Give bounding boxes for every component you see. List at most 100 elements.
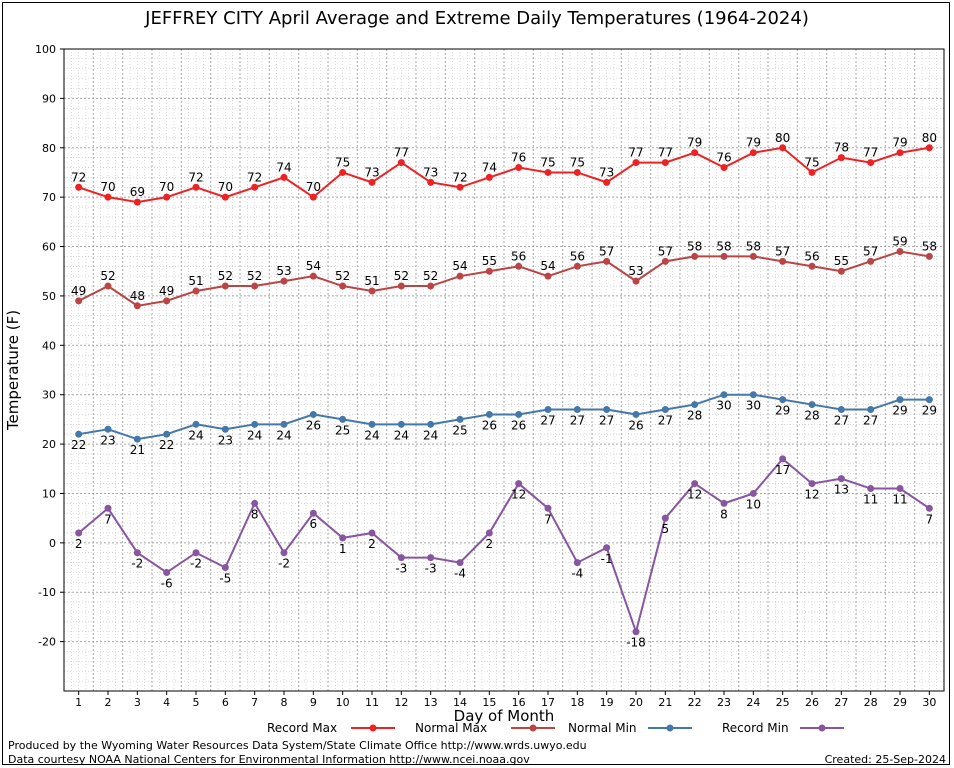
normal-max-data-label: 52 (100, 269, 115, 283)
record-min-point (309, 509, 317, 517)
record-max-point (339, 168, 347, 176)
y-tick-label: 50 (42, 290, 56, 303)
record-min-point (427, 554, 435, 562)
normal-max-data-label: 58 (746, 239, 761, 253)
normal-max-data-label: 53 (276, 264, 291, 278)
footer-created: Created: 25-Sep-2024 (824, 753, 946, 766)
normal-min-data-label: 22 (71, 438, 86, 452)
normal-max-point (808, 262, 816, 270)
record-min-point (368, 529, 376, 537)
normal-max-point (720, 252, 728, 260)
record-max-data-label: 72 (71, 170, 86, 184)
normal-min-data-label: 26 (482, 418, 497, 432)
normal-min-point (485, 410, 493, 418)
normal-max-point (485, 267, 493, 275)
record-max-point (427, 178, 435, 186)
record-min-data-label: 11 (892, 493, 907, 507)
y-tick-label: -20 (38, 636, 56, 649)
normal-min-data-label: 30 (746, 399, 761, 413)
record-max-data-label: 80 (775, 131, 790, 145)
x-tick-label: 23 (717, 696, 731, 709)
normal-min-point (896, 396, 904, 404)
record-max-data-label: 70 (100, 180, 115, 194)
normal-min-data-label: 27 (863, 414, 878, 428)
normal-max-point (104, 282, 112, 290)
record-max-line (78, 146, 930, 204)
normal-min-data-label: 28 (687, 409, 702, 423)
record-max-data-label: 77 (628, 146, 643, 160)
y-tick-label: 40 (42, 339, 56, 352)
record-min-point (75, 529, 83, 537)
normal-max-data-label: 49 (159, 284, 174, 298)
record-min-point (632, 628, 640, 636)
normal-max-point (749, 252, 757, 260)
record-max-point (779, 144, 787, 152)
record-max-point (896, 149, 904, 157)
normal-max-point (925, 252, 933, 260)
normal-min-data-label: 27 (570, 414, 585, 428)
legend-label-record-min: Record Min (722, 721, 789, 735)
x-tick-label: 25 (776, 696, 790, 709)
normal-max-point (867, 257, 875, 265)
normal-max-point (397, 282, 405, 290)
record-min-point (867, 485, 875, 493)
y-tick-label: 100 (35, 43, 56, 56)
normal-min-point (515, 410, 523, 418)
y-tick-label: 10 (42, 487, 56, 500)
record-min-data-label: -5 (219, 572, 231, 586)
normal-max-data-label: 57 (863, 244, 878, 258)
normal-min-data-label: 23 (218, 433, 233, 447)
normal-max-point (779, 257, 787, 265)
record-max-point (309, 193, 317, 201)
y-tick-label: -10 (38, 586, 56, 599)
record-min-point (779, 455, 787, 463)
record-min-data-label: -18 (626, 636, 646, 650)
record-min-data-label: 7 (104, 512, 112, 526)
record-max-data-label: 76 (716, 151, 731, 165)
record-min-point (837, 475, 845, 483)
normal-min-point (691, 401, 699, 409)
normal-max-data-label: 58 (716, 239, 731, 253)
record-max-point (280, 173, 288, 181)
normal-min-data-label: 26 (306, 418, 321, 432)
normal-min-data-label: 27 (540, 414, 555, 428)
normal-max-data-label: 52 (247, 269, 262, 283)
normal-max-data-label: 48 (130, 289, 145, 303)
normal-max-data-label: 56 (511, 249, 526, 263)
normal-max-data-label: 52 (394, 269, 409, 283)
record-min-data-label: 2 (486, 537, 494, 551)
record-min-data-label: -3 (395, 562, 407, 576)
record-min-data-label: 5 (662, 522, 670, 536)
record-max-data-label: 77 (658, 146, 673, 160)
normal-max-point (339, 282, 347, 290)
normal-min-point (280, 420, 288, 428)
record-min-data-label: 7 (926, 512, 934, 526)
normal-min-point (632, 410, 640, 418)
normal-max-point (192, 287, 200, 295)
normal-min-point (397, 420, 405, 428)
normal-min-line (78, 393, 930, 441)
normal-max-data-label: 54 (452, 259, 467, 273)
normal-max-data-label: 53 (628, 264, 643, 278)
legend-label-record-max: Record Max (267, 721, 337, 735)
record-max-data-label: 76 (511, 151, 526, 165)
record-min-data-label: -4 (454, 567, 466, 581)
x-tick-label: 21 (658, 696, 672, 709)
normal-max-point (573, 262, 581, 270)
x-tick-label: 8 (281, 696, 288, 709)
y-tick-label: 20 (42, 438, 56, 451)
normal-max-line (78, 250, 930, 307)
normal-min-data-label: 28 (804, 409, 819, 423)
record-max-point (221, 193, 229, 201)
record-max-data-label: 70 (159, 180, 174, 194)
normal-min-point (309, 410, 317, 418)
record-max-point (661, 159, 669, 167)
record-min-point (163, 568, 171, 576)
record-max-data-label: 72 (452, 170, 467, 184)
record-max-point (515, 164, 523, 172)
record-max-point (867, 159, 875, 167)
record-max-point (75, 183, 83, 191)
y-tick-label: 90 (42, 92, 56, 105)
normal-max-data-label: 56 (570, 249, 585, 263)
normal-max-data-label: 58 (922, 239, 937, 253)
